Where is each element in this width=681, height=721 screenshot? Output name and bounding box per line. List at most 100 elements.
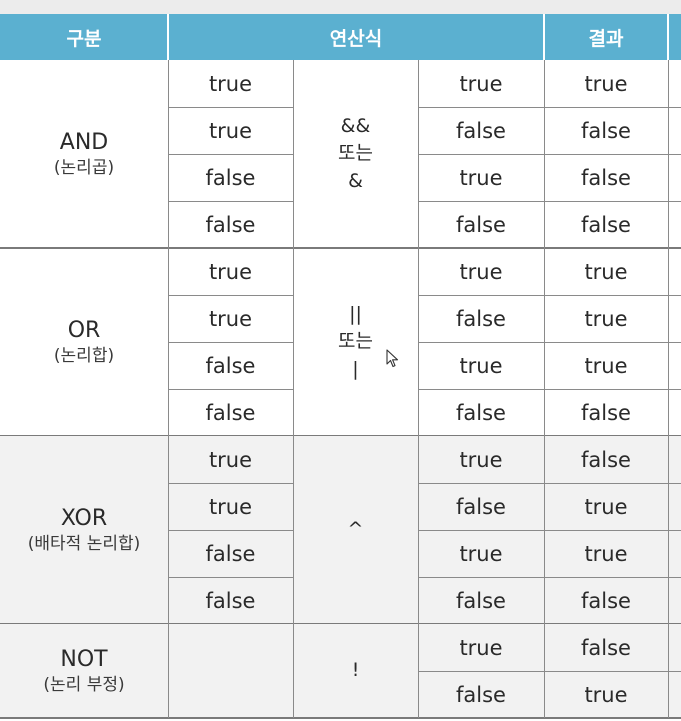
column-divider xyxy=(418,60,419,718)
operand-a-cell xyxy=(168,671,293,718)
category-or: OR (논리합) xyxy=(0,248,168,436)
operator-not: ! xyxy=(293,624,418,718)
operator-korean-name: (논리합) xyxy=(53,346,115,367)
operand-b-cell: false xyxy=(418,577,544,624)
result-cell: true xyxy=(584,71,628,96)
extra-cell xyxy=(668,483,681,530)
operand-b-cell: false xyxy=(456,118,506,143)
operand-b-cell: true xyxy=(459,71,503,96)
operator-symbol-line: && xyxy=(340,114,371,137)
operator-symbol-line: | xyxy=(352,357,359,380)
result-cell: false xyxy=(544,436,668,483)
result-cell: true xyxy=(544,530,668,577)
column-divider xyxy=(293,60,294,718)
operator-name: XOR xyxy=(60,505,108,531)
row-divider xyxy=(168,483,293,484)
operator-name: NOT xyxy=(60,646,108,672)
header-result: 결과 xyxy=(544,14,668,60)
row-divider xyxy=(168,201,293,202)
row-divider xyxy=(168,154,293,155)
row-divider xyxy=(168,577,293,578)
operator-symbol-line: 또는 xyxy=(338,330,373,353)
result-cell: false xyxy=(544,577,668,624)
result-cell: true xyxy=(584,306,628,331)
row-divider xyxy=(418,483,681,484)
operand-a-cell: false xyxy=(205,353,256,378)
operand-b-cell: true xyxy=(459,259,503,284)
result-cell: false xyxy=(581,212,631,237)
operand-a-cell: true xyxy=(208,306,253,331)
header-divider xyxy=(543,14,545,60)
extra-cell xyxy=(668,436,681,483)
operator-korean-name: (논리곱) xyxy=(53,158,115,179)
operand-b-cell: false xyxy=(418,483,544,530)
operator-symbol-line: || xyxy=(349,302,362,325)
extra-cell xyxy=(668,60,681,107)
operand-b-cell: true xyxy=(418,624,544,671)
header-divider xyxy=(167,14,169,60)
header-divider xyxy=(667,14,669,60)
row-divider xyxy=(418,577,681,578)
group-divider xyxy=(0,247,681,249)
header-category: 구분 xyxy=(0,14,168,60)
row-divider xyxy=(418,389,681,390)
operand-b-cell: false xyxy=(456,306,506,331)
column-divider xyxy=(168,60,169,718)
group-divider xyxy=(0,717,681,719)
category-xor: XOR (배타적 논리합) xyxy=(0,436,168,624)
operator-symbol-line: ^ xyxy=(347,518,364,541)
header-extra xyxy=(668,14,681,60)
header-operation: 연산식 xyxy=(168,14,544,60)
operator-korean-name: (논리 부정) xyxy=(43,675,125,696)
operator-name: AND xyxy=(59,129,109,155)
extra-cell xyxy=(668,624,681,671)
column-divider xyxy=(544,60,545,718)
mouse-pointer-icon xyxy=(386,349,400,373)
operand-a-cell: true xyxy=(168,483,293,530)
operand-b-cell: false xyxy=(456,400,506,425)
operand-b-cell: true xyxy=(459,165,503,190)
logic-operator-table: 구분 연산식 결과 AND (논리곱) && 또는 & true true true true fals… xyxy=(0,14,681,721)
operand-a-cell: false xyxy=(205,165,256,190)
row-divider xyxy=(168,530,293,531)
row-divider xyxy=(168,107,293,108)
operator-symbol-line: 또는 xyxy=(338,142,373,165)
extra-cell xyxy=(668,295,681,342)
result-cell: true xyxy=(544,671,668,718)
operator-korean-name: (배타적 논리합) xyxy=(27,534,141,555)
extra-cell xyxy=(668,577,681,624)
operand-a-cell: false xyxy=(168,577,293,624)
result-cell: true xyxy=(584,259,628,284)
category-and: AND (논리곱) xyxy=(0,60,168,248)
operand-a-cell: true xyxy=(208,118,253,143)
row-divider xyxy=(418,671,681,672)
operand-a-cell: true xyxy=(208,259,253,284)
operator-symbol-line: ! xyxy=(351,659,360,682)
operand-b-cell: true xyxy=(418,530,544,577)
operand-a-cell: false xyxy=(168,530,293,577)
extra-cell xyxy=(668,342,681,389)
operator-name: OR xyxy=(67,317,101,343)
row-divider xyxy=(418,295,681,296)
result-cell: true xyxy=(584,353,628,378)
row-divider xyxy=(418,530,681,531)
row-divider xyxy=(418,154,681,155)
column-divider xyxy=(668,60,669,718)
operator-symbol-line: & xyxy=(348,169,363,192)
extra-cell xyxy=(668,201,681,248)
result-cell: false xyxy=(544,624,668,671)
operand-a-cell: false xyxy=(205,212,256,237)
operand-a-cell: true xyxy=(208,71,253,96)
extra-cell xyxy=(668,530,681,577)
extra-cell xyxy=(668,154,681,201)
operand-a-cell: false xyxy=(205,400,256,425)
row-divider xyxy=(418,107,681,108)
row-divider xyxy=(418,201,681,202)
extra-cell xyxy=(668,248,681,295)
result-cell: false xyxy=(581,400,631,425)
operand-b-cell: false xyxy=(456,212,506,237)
result-cell: false xyxy=(581,165,631,190)
extra-cell xyxy=(668,389,681,436)
operator-or: || 또는 | xyxy=(293,248,418,436)
extra-cell xyxy=(668,107,681,154)
